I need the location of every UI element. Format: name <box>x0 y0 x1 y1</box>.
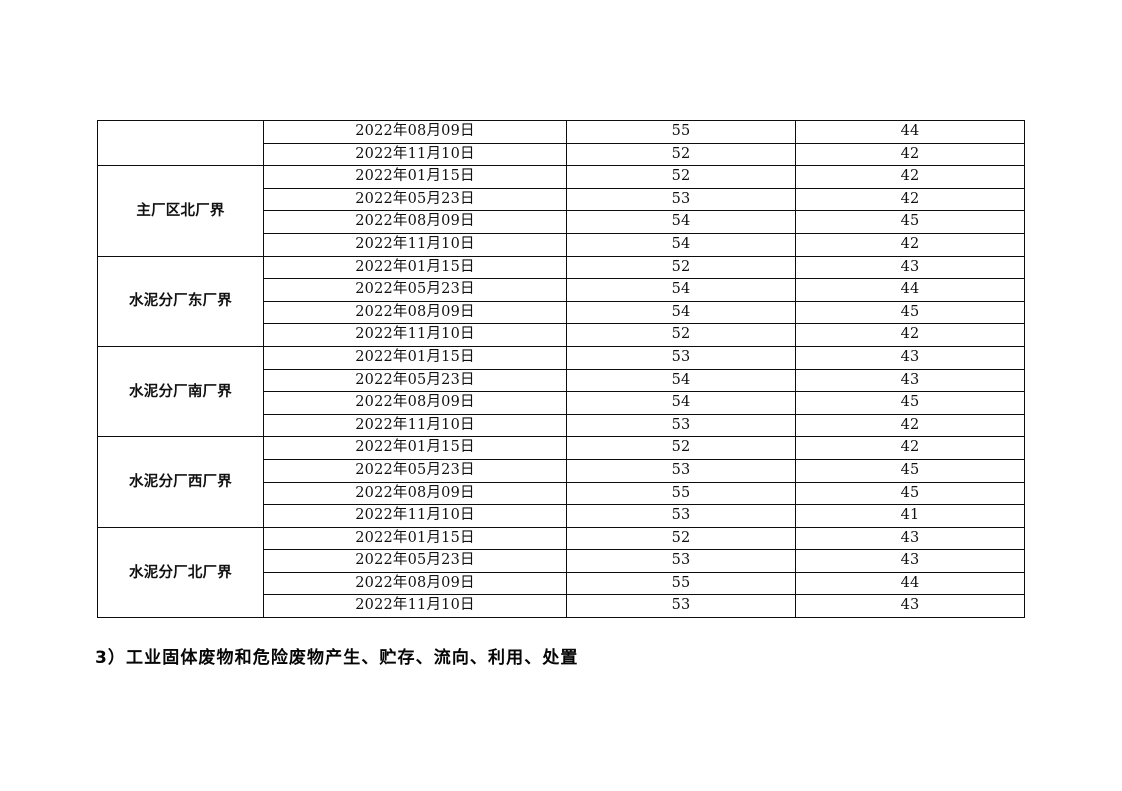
table-row: 2022年08月09日 55 44 <box>97 119 1025 167</box>
table-row: 2022年08月09日 55 45 <box>98 481 1025 506</box>
table-row: 2022年08月09日 54 45 <box>98 300 1025 325</box>
monitoring-point-cell: 主厂区北厂界 <box>97 165 264 257</box>
table-body: 2022年08月09日 55 44 2022年11月10日 52 42 主厂区北厂界 2022… <box>97 119 1025 619</box>
table-row: 水泥分厂东厂界 2022年01月15日 52 43 <box>97 255 1025 347</box>
nighttime-noise-value-cell: 43 <box>795 368 1025 393</box>
table-row: 水泥分厂北厂界 2022年01月15日 52 43 <box>97 526 1025 619</box>
nighttime-noise-value-cell: 45 <box>795 481 1025 506</box>
daytime-noise-value-cell: 55 <box>566 120 796 144</box>
nighttime-noise-value-cell: 41 <box>795 504 1025 528</box>
nighttime-noise-value-cell: 45 <box>795 458 1025 483</box>
nighttime-noise-value-cell: 42 <box>795 436 1025 460</box>
nighttime-noise-value-cell: 45 <box>795 300 1025 325</box>
daytime-noise-value-cell: 53 <box>566 594 796 619</box>
daytime-noise-value-cell: 52 <box>566 323 796 347</box>
daytime-noise-value-cell: 53 <box>566 504 796 528</box>
daytime-noise-value-cell: 54 <box>566 368 796 393</box>
nighttime-noise-value-cell: 42 <box>795 323 1025 347</box>
daytime-noise-value-cell: 52 <box>566 526 796 551</box>
monitoring-date-cell: 2022年11月10日 <box>263 323 567 347</box>
monitoring-date-cell: 2022年01月15日 <box>263 436 567 460</box>
nighttime-noise-value-cell: 42 <box>795 187 1025 212</box>
table-row: 2022年11月10日 54 42 <box>98 232 1025 257</box>
monitoring-date-cell: 2022年05月23日 <box>263 278 567 302</box>
nighttime-noise-value-cell: 42 <box>795 413 1025 438</box>
nighttime-noise-value-cell: 42 <box>795 142 1025 167</box>
nighttime-noise-value-cell: 42 <box>795 165 1025 189</box>
monitoring-point-cell <box>97 119 264 167</box>
daytime-noise-value-cell: 52 <box>566 255 796 280</box>
nighttime-noise-value-cell: 43 <box>795 594 1025 619</box>
monitoring-point-cell: 水泥分厂西厂界 <box>97 436 264 528</box>
monitoring-date-cell: 2022年05月23日 <box>263 458 567 483</box>
table-row: 2022年11月10日 52 42 <box>98 323 1025 347</box>
section-heading: 3）工业固体废物和危险废物产生、贮存、流向、利用、处置 <box>95 648 579 668</box>
daytime-noise-value-cell: 52 <box>566 142 796 167</box>
table-row: 水泥分厂南厂界 2022年01月15日 53 43 <box>97 345 1025 438</box>
monitoring-date-cell: 2022年05月23日 <box>263 549 567 573</box>
monitoring-date-cell: 2022年08月09日 <box>263 391 567 415</box>
daytime-noise-value-cell: 53 <box>566 345 796 370</box>
nighttime-noise-value-cell: 44 <box>795 120 1025 144</box>
table-row: 2022年05月23日 54 44 <box>98 278 1025 302</box>
monitoring-point-cell: 水泥分厂北厂界 <box>97 526 264 619</box>
daytime-noise-value-cell: 52 <box>566 436 796 460</box>
monitoring-date-cell: 2022年01月15日 <box>263 345 567 370</box>
monitoring-date-cell: 2022年08月09日 <box>263 571 567 596</box>
nighttime-noise-value-cell: 44 <box>795 278 1025 302</box>
monitoring-point-cell: 水泥分厂东厂界 <box>97 255 264 347</box>
nighttime-noise-value-cell: 45 <box>795 391 1025 415</box>
nighttime-noise-value-cell: 45 <box>795 210 1025 234</box>
monitoring-date-cell: 2022年01月15日 <box>263 526 567 551</box>
daytime-noise-value-cell: 53 <box>566 187 796 212</box>
daytime-noise-value-cell: 54 <box>566 232 796 257</box>
nighttime-noise-value-cell: 43 <box>795 345 1025 370</box>
daytime-noise-value-cell: 54 <box>566 300 796 325</box>
nighttime-noise-value-cell: 42 <box>795 232 1025 257</box>
table-row: 2022年08月09日 55 44 <box>98 571 1025 596</box>
table-row: 2022年08月09日 54 45 <box>98 391 1025 415</box>
daytime-noise-value-cell: 52 <box>566 165 796 189</box>
table-row: 2022年05月23日 54 43 <box>98 368 1025 393</box>
monitoring-date-cell: 2022年11月10日 <box>263 504 567 528</box>
monitoring-point-cell: 水泥分厂南厂界 <box>97 345 264 438</box>
table-row: 水泥分厂西厂界 2022年01月15日 52 42 <box>97 436 1025 528</box>
monitoring-date-cell: 2022年01月15日 <box>263 255 567 280</box>
nighttime-noise-value-cell: 43 <box>795 526 1025 551</box>
monitoring-date-cell: 2022年11月10日 <box>263 413 567 438</box>
daytime-noise-value-cell: 53 <box>566 413 796 438</box>
daytime-noise-value-cell: 55 <box>566 481 796 506</box>
monitoring-date-cell: 2022年11月10日 <box>263 232 567 257</box>
monitoring-date-cell: 2022年08月09日 <box>263 481 567 506</box>
daytime-noise-value-cell: 54 <box>566 278 796 302</box>
noise-monitoring-table: 2022年08月09日 55 44 2022年11月10日 52 42 主厂区北厂界 2022… <box>97 119 1025 619</box>
monitoring-date-cell: 2022年05月23日 <box>263 187 567 212</box>
monitoring-date-cell: 2022年05月23日 <box>263 368 567 393</box>
monitoring-date-cell: 2022年08月09日 <box>263 120 567 144</box>
table-row: 2022年11月10日 53 41 <box>98 504 1025 528</box>
monitoring-date-cell: 2022年01月15日 <box>263 165 567 189</box>
nighttime-noise-value-cell: 44 <box>795 571 1025 596</box>
daytime-noise-value-cell: 55 <box>566 571 796 596</box>
table-row: 主厂区北厂界 2022年01月15日 52 42 <box>97 165 1025 257</box>
daytime-noise-value-cell: 53 <box>566 458 796 483</box>
monitoring-date-cell: 2022年08月09日 <box>263 210 567 234</box>
monitoring-table-container: 2022年08月09日 55 44 2022年11月10日 52 42 主厂区北厂界 2022… <box>97 119 1025 619</box>
monitoring-date-cell: 2022年08月09日 <box>263 300 567 325</box>
table-row: 2022年11月10日 53 43 <box>98 594 1025 619</box>
daytime-noise-value-cell: 53 <box>566 549 796 573</box>
daytime-noise-value-cell: 54 <box>566 391 796 415</box>
monitoring-date-cell: 2022年11月10日 <box>263 594 567 619</box>
nighttime-noise-value-cell: 43 <box>795 255 1025 280</box>
table-row: 2022年05月23日 53 42 <box>98 187 1025 212</box>
nighttime-noise-value-cell: 43 <box>795 549 1025 573</box>
monitoring-date-cell: 2022年11月10日 <box>263 142 567 167</box>
daytime-noise-value-cell: 54 <box>566 210 796 234</box>
